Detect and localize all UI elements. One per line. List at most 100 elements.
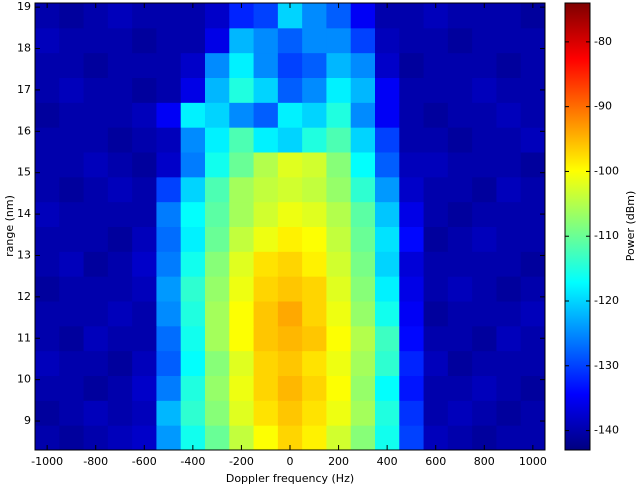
- heatmap-cell: [229, 27, 255, 54]
- heatmap-cell: [205, 201, 230, 227]
- heatmap-cell: [83, 350, 109, 376]
- heatmap-cell: [326, 152, 352, 178]
- heatmap-cell: [35, 176, 60, 203]
- heatmap-cell: [132, 77, 157, 103]
- colorbar-tick-label: -140: [594, 424, 619, 437]
- x-tick-label: 800: [474, 455, 495, 468]
- heatmap-cell: [156, 77, 182, 103]
- heatmap-cell: [375, 301, 400, 327]
- heatmap-cell: [107, 152, 133, 178]
- x-tick-label: 0: [287, 455, 294, 468]
- heatmap-cell: [350, 251, 376, 277]
- heatmap-cell: [520, 226, 546, 252]
- heatmap-cell: [107, 201, 133, 227]
- heatmap-cell: [205, 27, 230, 54]
- heatmap-cell: [156, 3, 182, 29]
- heatmap-cell: [350, 77, 376, 103]
- heatmap-cell: [326, 226, 352, 252]
- heatmap-cell: [132, 226, 157, 252]
- heatmap-cell: [277, 251, 303, 277]
- heatmap-cell: [59, 350, 85, 376]
- heatmap-cell: [375, 201, 400, 227]
- heatmap-cell: [253, 375, 279, 401]
- heatmap-cell: [399, 276, 425, 302]
- heatmap-cell: [83, 301, 109, 327]
- heatmap-cell: [229, 350, 255, 376]
- heatmap-cell: [132, 27, 157, 54]
- heatmap-cell: [107, 127, 133, 153]
- heatmap-cell: [35, 102, 60, 128]
- heatmap-cell: [277, 52, 303, 78]
- heatmap-cell: [447, 400, 473, 426]
- heatmap-cell: [423, 102, 449, 128]
- heatmap-cell: [229, 226, 255, 252]
- y-tick-label: 17: [17, 83, 31, 96]
- heatmap-cell: [59, 251, 85, 277]
- heatmap-cell: [59, 152, 85, 178]
- heatmap-cell: [399, 102, 425, 128]
- heatmap-cell: [107, 375, 133, 401]
- heatmap-cell: [496, 251, 522, 277]
- heatmap-cell: [83, 325, 109, 352]
- heatmap-cell: [399, 176, 425, 203]
- heatmap-cell: [132, 201, 157, 227]
- y-tick-label: 18: [17, 42, 31, 55]
- heatmap-cell: [423, 400, 449, 426]
- heatmap-cell: [423, 127, 449, 153]
- heatmap-cell: [520, 276, 546, 302]
- heatmap-cell: [375, 251, 400, 277]
- heatmap-cell: [350, 127, 376, 153]
- heatmap-cell: [205, 102, 230, 128]
- heatmap-cell: [520, 152, 546, 178]
- heatmap-cell: [180, 52, 206, 78]
- heatmap-cell: [253, 400, 279, 426]
- heatmap-cell: [156, 400, 182, 426]
- heatmap-cell: [447, 226, 473, 252]
- heatmap-cell: [399, 52, 425, 78]
- heatmap-cell: [253, 77, 279, 103]
- heatmap-cell: [496, 301, 522, 327]
- heatmap-cell: [447, 251, 473, 277]
- colorbar-tick-label: -120: [594, 294, 619, 307]
- heatmap-cell: [350, 276, 376, 302]
- heatmap-cell: [107, 425, 133, 451]
- heatmap-cell: [447, 350, 473, 376]
- heatmap-cell: [180, 102, 206, 128]
- heatmap-cell: [375, 27, 400, 54]
- heatmap-cell: [472, 301, 497, 327]
- heatmap-cell: [59, 77, 85, 103]
- heatmap-cell: [180, 251, 206, 277]
- heatmap-cell: [253, 201, 279, 227]
- x-tick-label: 200: [328, 455, 349, 468]
- heatmap-cell: [375, 52, 400, 78]
- heatmap-cell: [423, 350, 449, 376]
- heatmap-cell: [180, 325, 206, 352]
- heatmap-cell: [277, 27, 303, 54]
- heatmap-cell: [277, 400, 303, 426]
- colorbar-tick-label: -100: [594, 164, 619, 177]
- heatmap-cell: [229, 102, 255, 128]
- y-tick-label: 10: [17, 373, 31, 386]
- heatmap-cell: [205, 400, 230, 426]
- heatmap-cell: [472, 152, 497, 178]
- heatmap-cell: [350, 226, 376, 252]
- heatmap-cell: [59, 400, 85, 426]
- heatmap-cell: [375, 77, 400, 103]
- heatmap-cell: [156, 226, 182, 252]
- heatmap-cell: [326, 127, 352, 153]
- heatmap-cell: [205, 425, 230, 451]
- heatmap-cell: [326, 301, 352, 327]
- x-tick-label: -1000: [31, 455, 63, 468]
- heatmap-cell: [350, 375, 376, 401]
- heatmap-cell: [156, 152, 182, 178]
- heatmap-cell: [302, 301, 327, 327]
- heatmap-cell: [447, 3, 473, 29]
- x-tick-label: 600: [425, 455, 446, 468]
- heatmap-cell: [156, 276, 182, 302]
- heatmap-cell: [302, 251, 327, 277]
- heatmap-cell: [156, 102, 182, 128]
- heatmap-cell: [277, 176, 303, 203]
- heatmap-cell: [326, 276, 352, 302]
- heatmap-cell: [35, 301, 60, 327]
- heatmap-cell: [253, 425, 279, 451]
